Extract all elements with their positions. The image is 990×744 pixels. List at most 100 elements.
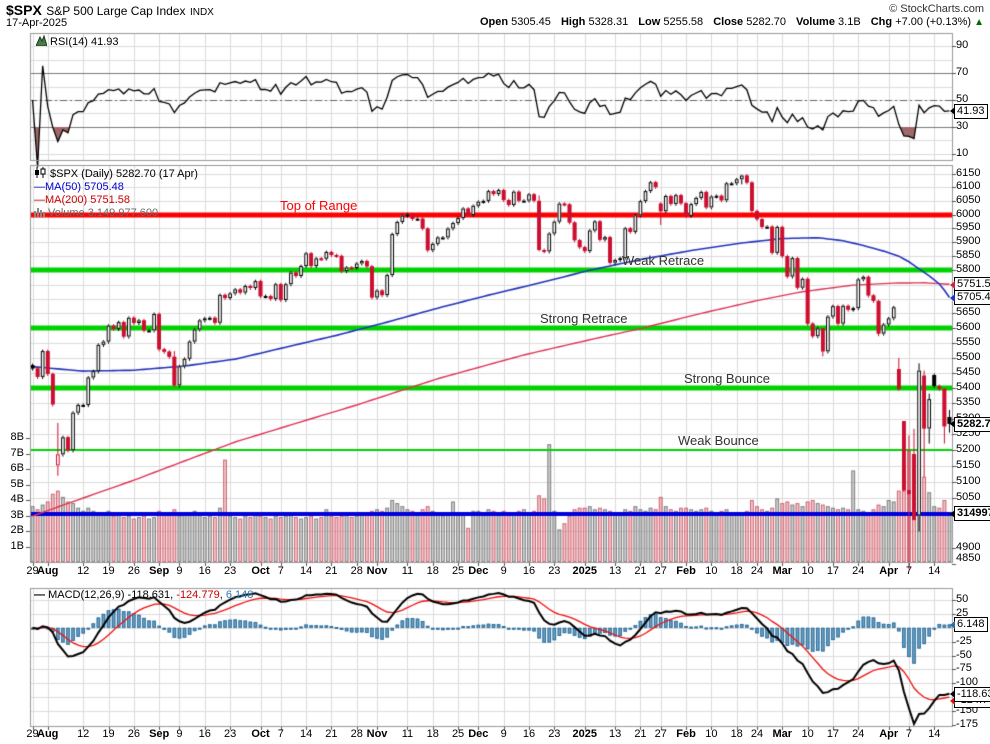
volume-axis-tick: 7B [10,446,24,459]
x-axis-tick: 23 [548,728,561,740]
macd-axis-tick: 25 [956,606,969,619]
x-axis-tick: Oct [251,565,270,577]
rsi-axis-tick: 50 [956,93,969,105]
high-label: High [560,16,586,28]
x-axis-tick: 17 [826,565,840,577]
x-axis-tick: 11 [401,565,414,577]
ma50-price-box: 5705.48 [950,290,990,306]
price-axis-tick: 5800 [956,263,981,276]
open-value: 5305.45 [511,16,551,28]
rsi-indicator-icon [35,34,48,49]
low-label: Low [638,16,661,28]
x-axis-tick: 18 [730,565,743,577]
x-axis-tick: 9 [500,565,507,577]
x-axis-tick: Aug [37,565,59,577]
chart-title: $SPX S&P 500 Large Cap Index INDX [6,2,214,20]
x-axis-tick: 10 [705,728,718,740]
x-axis-tick: 9 [500,728,507,740]
x-axis-tick: 14 [928,565,941,577]
volume-value-box: 3149977 [950,506,990,522]
x-axis-tick: 24 [852,728,865,740]
volume-axis-tick: 5B [10,477,24,490]
x-axis-tick: 26 [127,728,140,740]
x-axis-tick: 14 [928,728,941,740]
price-axis-tick: 5450 [956,365,981,378]
x-axis-tick: 7 [277,728,284,740]
x-axis-tick: 14 [299,565,313,577]
symbol-name: S&P 500 Large Cap Index [46,4,186,18]
level-label-weak-retrace: Weak Retrace [622,253,705,269]
x-axis-tick: 19 [102,728,115,740]
x-axis-tick: Sep [149,565,170,577]
x-axis-tick: 7 [277,565,284,577]
x-axis-tick: 26 [127,565,140,577]
x-axis-tick: 24 [750,728,764,740]
price-axis-tick: 5600 [956,321,981,333]
symbol-ticker: $SPX [6,2,42,18]
volume-axis-tick: 8B [10,431,24,443]
price-axis-tick: 6100 [956,180,981,193]
x-axis-tick: Oct [251,728,270,740]
x-axis-tick: 18 [426,728,439,740]
rsi-axis-tick: 90 [956,39,969,52]
close-label: Close [713,16,744,28]
macd-signal-text: -124.779 [176,589,220,601]
quote-strip: Open 5305.45 High 5328.31 Low 5255.58 Cl… [473,16,984,28]
price-axis-tick: 5400 [956,380,981,393]
x-axis-tick: 16 [198,728,211,740]
macd-legend-text: MACD(12,26,9) -118.631 [48,589,171,601]
x-axis-tick: 25 [451,565,465,577]
volume-legend: Volume 3,149,977,600 [34,207,158,220]
low-value: 5255.58 [663,16,704,28]
x-axis-tick: Mar [772,728,793,740]
x-axis-tick: 21 [634,565,647,577]
x-axis-tick: 12 [77,565,90,577]
x-axis-tick: 10 [705,565,718,577]
macd-legend-sep1: , [170,589,177,601]
volume-axis-tick: 2B [10,524,24,536]
x-axis-tick: 25 [451,728,465,740]
price-axis-tick: 5350 [956,396,981,409]
x-axis-tick: 12 [77,728,90,740]
x-axis-tick: 21 [634,728,647,740]
x-axis-tick: 14 [299,728,313,740]
price-axis-tick: 5850 [956,249,981,262]
open-label: Open [479,16,509,28]
symbol-exchange: INDX [189,7,214,18]
x-axis-tick: 11 [401,728,414,740]
x-axis-tick: 10 [801,728,814,740]
price-axis-tick: 6000 [956,207,981,220]
rsi-axis-tick: 70 [956,66,969,79]
price-axis-tick: 5950 [956,221,981,234]
price-axis-tick: 5900 [956,235,981,248]
macd-axis-tick: -50 [956,648,972,661]
x-axis-tick: 16 [522,728,536,740]
price-axis-tick: 6050 [956,193,981,206]
rsi-value-box: 41.93 [950,103,988,119]
close-value: 5282.70 [746,16,786,28]
rsi-legend-text: RSI(14) 41.93 [50,36,119,48]
x-axis-tick: 19 [102,565,115,577]
x-axis-tick: 9 [176,728,183,740]
x-axis-tick: 29 [26,565,39,577]
high-value: 5328.31 [588,16,629,28]
volume-axis-tick: 4B [10,493,24,505]
candlestick-icon [34,167,47,181]
price-axis-tick: 5100 [956,474,981,487]
x-axis-tick: Dec [468,565,489,577]
x-axis-tick: 13 [608,565,622,577]
price-axis-tick: 4900 [956,540,981,553]
x-axis-tick: 27 [654,728,667,740]
x-axis-tick: 16 [198,565,211,577]
x-axis-tick: 18 [426,565,439,577]
level-label-strong-bounce: Strong Bounce [684,370,771,386]
x-axis-tick: 23 [223,565,237,577]
ma200-legend: —MA(200) 5751.58 [34,194,130,206]
x-axis-tick: 29 [26,728,39,740]
price-axis-tick: 5650 [956,306,981,319]
rsi-legend: RSI(14) 41.93 [35,34,119,49]
price-axis-tick: 5200 [956,442,981,455]
x-axis-tick: Apr [879,565,899,577]
